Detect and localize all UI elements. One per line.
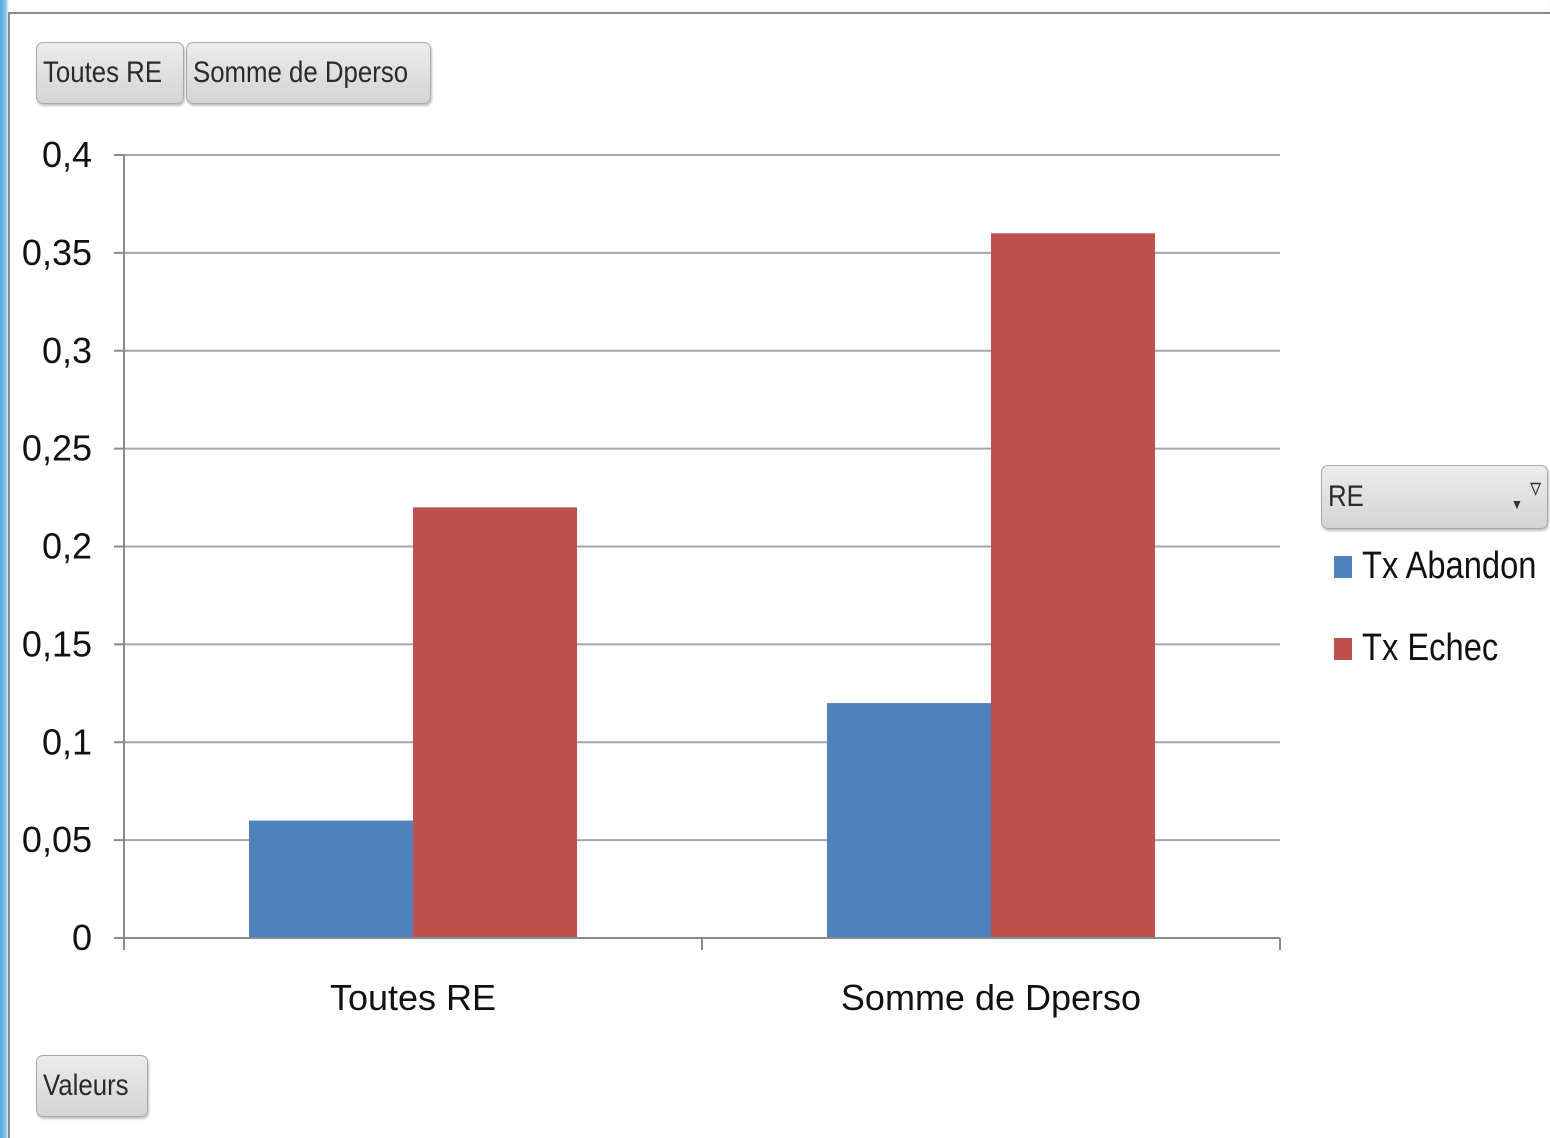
y-tick-label: 0,3 [42, 330, 92, 371]
bar-tx-abandon[interactable] [249, 820, 413, 938]
pivot-field-label: Valeurs [43, 1069, 129, 1102]
bar-tx-abandon[interactable] [827, 703, 991, 938]
legend-item-tx-echec: Tx Echec [1334, 627, 1520, 670]
pivot-field-button-toutes-re[interactable]: Toutes RE [36, 42, 184, 104]
y-tick-label: 0 [72, 917, 92, 958]
legend-swatch [1334, 637, 1352, 660]
y-tick-label: 0,4 [42, 134, 92, 175]
legend-label: Tx Abandon [1362, 545, 1537, 587]
x-tick-label: Somme de Dperso [841, 977, 1141, 1018]
filter-icon: ▿ [1529, 472, 1542, 502]
bar-tx-echec[interactable] [991, 233, 1155, 939]
x-tick-label: Toutes RE [330, 977, 496, 1018]
legend-item-tx-abandon: Tx Abandon [1334, 545, 1550, 588]
legend-label: Tx Echec [1362, 627, 1499, 669]
bar-tx-echec[interactable] [413, 507, 577, 938]
legend-swatch [1334, 555, 1352, 578]
pivot-field-button-somme-de-dperso[interactable]: Somme de Dperso [186, 42, 431, 104]
y-tick-label: 0,25 [22, 428, 92, 469]
pivot-filter-button-re[interactable]: RE ▼ ▿ [1321, 465, 1548, 529]
y-tick-label: 0,15 [22, 623, 92, 664]
chart-frame [8, 12, 1550, 1138]
y-tick-label: 0,35 [22, 232, 92, 273]
y-tick-label: 0,2 [42, 526, 92, 567]
chevron-down-icon: ▼ [1511, 496, 1524, 512]
pivot-field-label: Somme de Dperso [193, 56, 409, 89]
pivot-values-button[interactable]: Valeurs [36, 1055, 148, 1117]
pivot-field-label: RE [1328, 480, 1364, 513]
y-tick-label: 0,1 [42, 721, 92, 762]
pivot-field-label: Toutes RE [43, 56, 163, 89]
y-tick-label: 0,05 [22, 819, 92, 860]
